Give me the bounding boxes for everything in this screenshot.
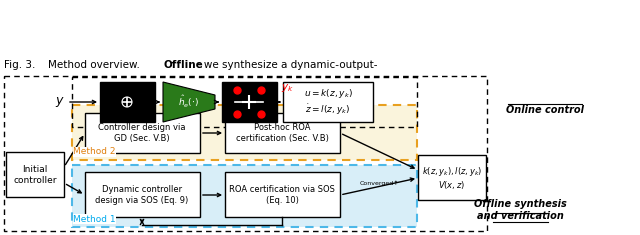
- Text: Offline: Offline: [163, 60, 203, 70]
- Text: Dynamic controller
design via SOS (Eq. 9): Dynamic controller design via SOS (Eq. 9…: [95, 185, 189, 205]
- Bar: [72, 165, 417, 227]
- Polygon shape: [163, 82, 215, 122]
- Text: Post-hoc ROA
certification (Sec. V.B): Post-hoc ROA certification (Sec. V.B): [236, 123, 328, 143]
- Text: $k(z, y_k), l(z, y_k)$
$V(x, z)$: $k(z, y_k), l(z, y_k)$ $V(x, z)$: [422, 164, 482, 191]
- Bar: [4, 76, 487, 231]
- Text: ROA certification via SOS
(Eq. 10): ROA certification via SOS (Eq. 10): [229, 185, 335, 205]
- Bar: [72, 105, 417, 160]
- Text: Initial
controller: Initial controller: [13, 165, 57, 185]
- Text: $\hat{h}_e(\cdot)$: $\hat{h}_e(\cdot)$: [179, 94, 200, 110]
- Bar: [283, 82, 373, 122]
- Bar: [418, 155, 486, 200]
- Text: Offline synthesis
and verification: Offline synthesis and verification: [474, 199, 566, 221]
- Bar: [225, 113, 340, 153]
- Bar: [222, 82, 277, 122]
- Bar: [85, 172, 200, 217]
- Bar: [100, 82, 155, 122]
- Bar: [225, 172, 340, 217]
- Text: Method overview.: Method overview.: [48, 60, 143, 70]
- Text: Method 2: Method 2: [73, 148, 115, 157]
- Text: $y$: $y$: [55, 95, 65, 109]
- Text: Converged↑: Converged↑: [359, 180, 399, 186]
- Bar: [72, 77, 417, 127]
- Text: Method 1: Method 1: [73, 215, 116, 223]
- Text: Online control: Online control: [506, 105, 584, 115]
- Text: $y_k$: $y_k$: [281, 82, 294, 94]
- Bar: [6, 152, 64, 197]
- Text: : we synthesize a dynamic-output-: : we synthesize a dynamic-output-: [197, 60, 378, 70]
- Text: Fig. 3.: Fig. 3.: [4, 60, 35, 70]
- Text: $u = k(z, y_k)$
$\dot{z} = l(z, y_k)$: $u = k(z, y_k)$ $\dot{z} = l(z, y_k)$: [303, 87, 353, 117]
- Text: Controller design via
GD (Sec. V.B): Controller design via GD (Sec. V.B): [99, 123, 186, 143]
- Bar: [85, 113, 200, 153]
